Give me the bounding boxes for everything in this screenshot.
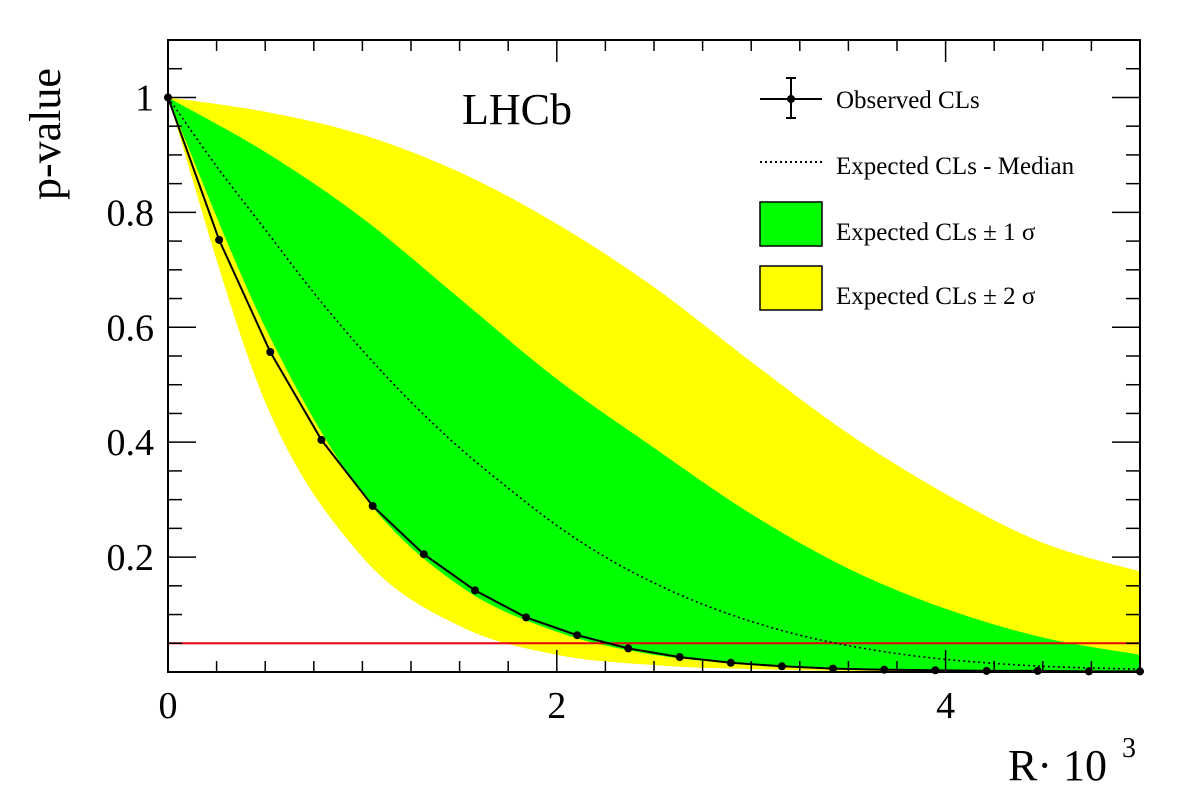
legend-observed: Observed CLs: [760, 77, 980, 119]
observed-point: [368, 502, 377, 510]
band-1sigma: [168, 97, 1140, 672]
x-tick-label: 4: [936, 685, 955, 727]
observed-point: [829, 664, 837, 673]
legend-median-label: Expected CLs - Median: [836, 153, 1075, 180]
legend-band2-swatch: [759, 265, 823, 311]
observed-point: [624, 644, 633, 653]
observed-point: [675, 653, 684, 662]
observed-point: [726, 658, 735, 667]
experiment-label: LHCb: [462, 85, 572, 134]
observed-point: [266, 348, 275, 356]
observed-point: [522, 613, 531, 622]
observed-points: [164, 93, 1144, 676]
y-tick-label: 0.8: [107, 192, 155, 234]
observed-point: [1033, 666, 1042, 675]
x-axis-title-exponent: 3: [1122, 733, 1136, 764]
observed-point: [471, 586, 479, 595]
observed-point: [982, 666, 991, 675]
observed-point: [931, 666, 940, 675]
legend-band2-label: Expected CLs ± 2 σ: [836, 283, 1036, 310]
observed-point: [573, 631, 582, 640]
x-tick-label: 0: [159, 685, 178, 727]
axis-ticks: [168, 40, 1140, 672]
series-lines: [168, 97, 1140, 672]
legend-observed-label: Observed CLs: [836, 87, 980, 114]
y-tick-label: 1: [135, 77, 154, 119]
y-tick-label: 0.4: [107, 422, 155, 464]
legend-band1: Expected CLs ± 1 σ: [759, 201, 1036, 247]
observed-point: [215, 235, 224, 244]
observed-point: [777, 662, 786, 671]
x-axis-title: R· 10 3: [1008, 733, 1136, 790]
legend-band1-label: Expected CLs ± 1 σ: [836, 219, 1036, 246]
y-axis-title: p-value: [21, 68, 70, 200]
y-tick-label: 0.6: [107, 307, 155, 349]
legend-median: Expected CLs - Median: [760, 153, 1075, 180]
legend: Observed CLs Expected CLs - Median Expec…: [759, 77, 1075, 311]
observed-point: [317, 435, 326, 444]
observed-point: [419, 550, 428, 559]
axis-tick-labels: 0 2 4 0.2 0.4 0.6 0.8 1: [107, 77, 956, 727]
expected-bands: [168, 97, 1140, 672]
x-axis-title-text: R· 10: [1008, 741, 1107, 790]
legend-band2: Expected CLs ± 2 σ: [759, 265, 1036, 311]
y-tick-label: 0.2: [107, 537, 155, 579]
x-tick-label: 2: [547, 685, 566, 727]
legend-band1-swatch: [759, 201, 823, 247]
observed-line: [168, 97, 1140, 672]
